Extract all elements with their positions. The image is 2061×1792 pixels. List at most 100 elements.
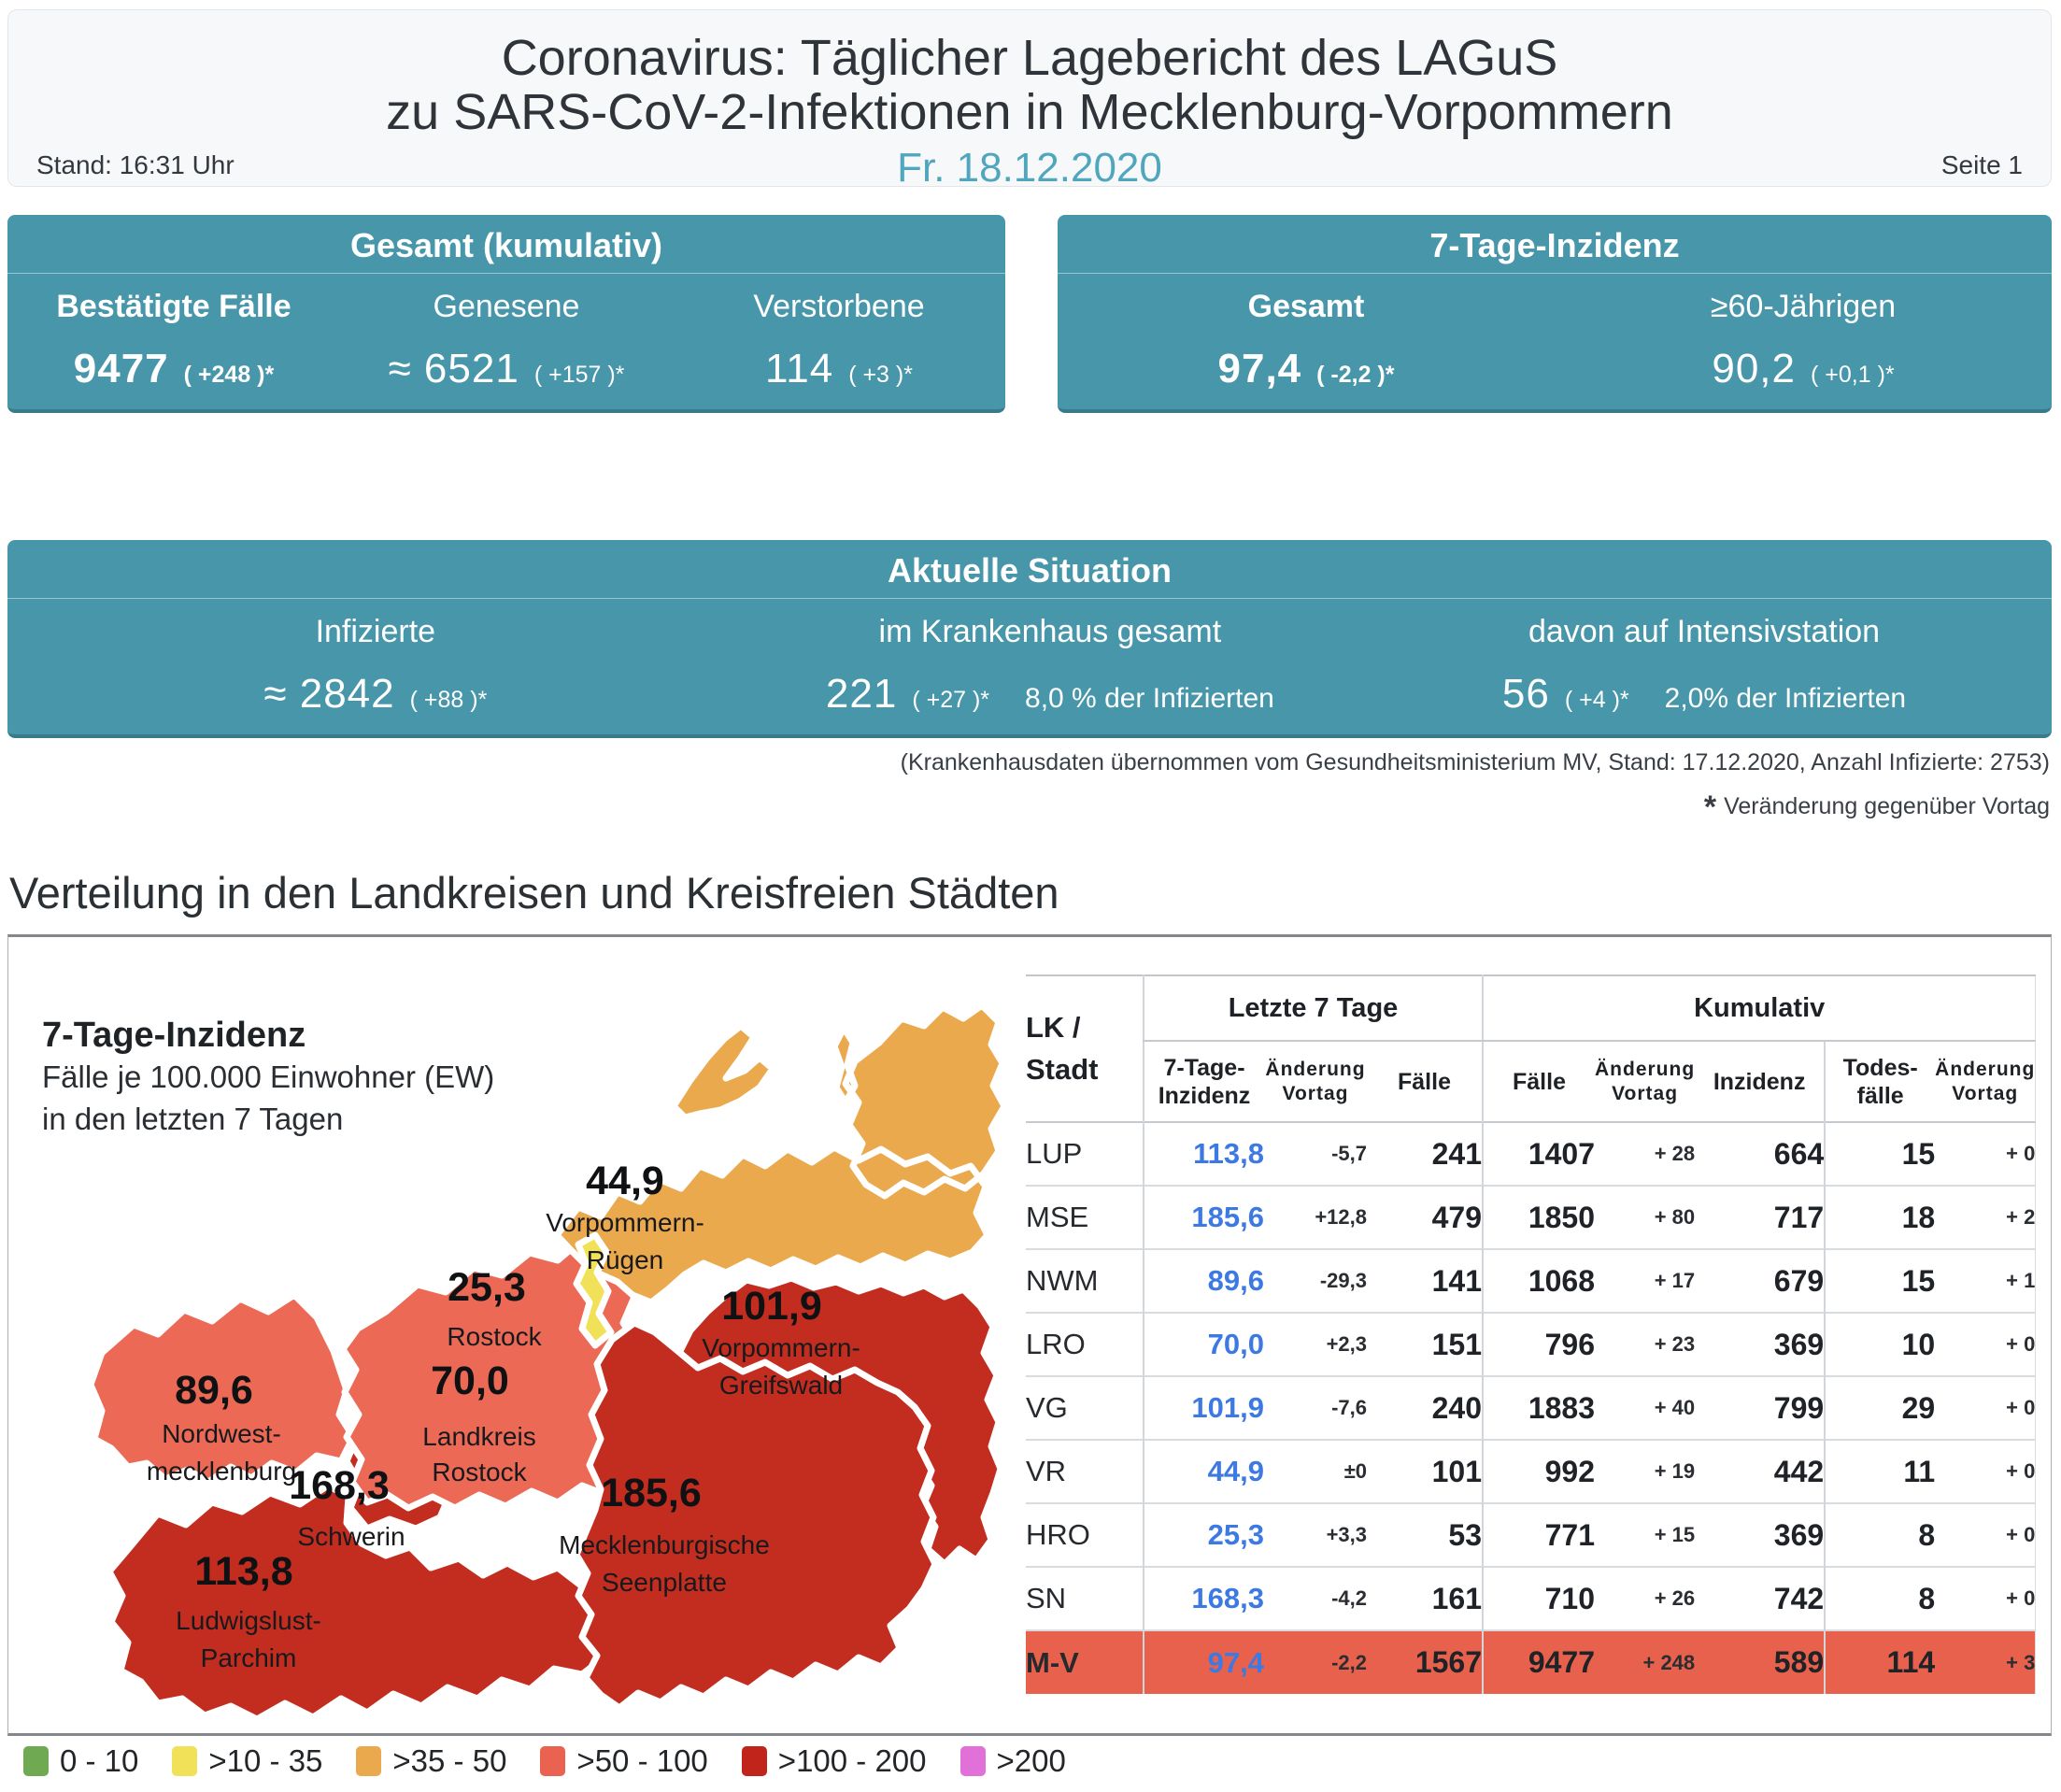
stat-value: 90,2: [1712, 346, 1796, 391]
subheader-line: Todes-: [1842, 1054, 1918, 1081]
stat-inzidenz-gesamt: Gesamt 97,4 ( -2,2 )*: [1058, 274, 1555, 392]
corner-line1: LK /: [1026, 1010, 1081, 1044]
legend-item-6: >200: [959, 1743, 1066, 1779]
cell-f7: 53: [1367, 1502, 1483, 1567]
cell-kf: 9477: [1482, 1629, 1595, 1694]
column-group-letzte-7-tage: Letzte 7 Tage: [1143, 975, 1483, 1042]
stat-label: Infizierte: [315, 614, 436, 649]
cell-tchg: + 1: [1935, 1248, 2036, 1313]
cell-f7: 241: [1367, 1121, 1483, 1186]
legend-item-5: >100 - 200: [741, 1743, 927, 1779]
legend-swatch: [959, 1746, 986, 1776]
cell-chg7: ±0: [1264, 1439, 1367, 1503]
map-name-nordwestmecklenburg-line1: Nordwest-: [162, 1419, 281, 1448]
cell-f7: 161: [1367, 1566, 1483, 1630]
stat-value: 221: [825, 671, 898, 717]
card-inzidenz-body: Gesamt 97,4 ( -2,2 )* ≥60-Jährigen 90,2 …: [1058, 274, 2052, 392]
stat-bestaetigte-faelle: Bestätigte Fälle 9477 ( +248 )*: [7, 274, 340, 392]
choropleth-map-mecklenburg-vorpommern: 89,6 Nordwest-mecklenburg 113,8 Ludwigslust…: [87, 1002, 1008, 1723]
legend-swatch: [356, 1746, 382, 1776]
map-region-vorpommern-ruegen: [553, 1002, 1008, 1306]
cell-tod: 8: [1824, 1502, 1936, 1567]
asterisk-symbol: *: [1703, 789, 1717, 825]
cell-chg7: -29,3: [1264, 1248, 1367, 1313]
card-gesamt-body: Bestätigte Fälle 9477 ( +248 )* Genesene…: [7, 274, 1005, 392]
cell-tchg: + 2: [1935, 1185, 2036, 1249]
cell-tchg: + 0: [1935, 1312, 2036, 1376]
map-name-vorpommern-greifswald-line1: Vorpommern-: [702, 1333, 860, 1362]
table-row-LUP: LUP 113,8 -5,7 241 1407 + 28 664 15 + 0: [1026, 1121, 2036, 1186]
map-name-vorpommern-greifswald-line2: Greifswald: [719, 1371, 843, 1400]
cell-lk: VG: [1026, 1375, 1144, 1440]
stat-label: ≥60-Jährigen: [1710, 289, 1897, 324]
map-region-ludwigslust-parchim: [106, 1482, 610, 1723]
subheader-line: fälle: [1856, 1082, 1904, 1109]
card-aktuelle-situation: Aktuelle Situation Infizierte ≈ 2842 ( +…: [7, 540, 2052, 738]
stat-share: 8,0 % der Infizierten: [1025, 683, 1274, 714]
column-header-inzidenz-kum: Inzidenz: [1713, 1068, 1806, 1095]
card-situation-title: Aktuelle Situation: [7, 540, 2052, 599]
cell-inz7: 113,8: [1143, 1121, 1264, 1186]
map-name-nordwestmecklenburg-line2: mecklenburg: [147, 1457, 296, 1486]
map-name-vorpommern-ruegen-line1: Vorpommern-: [546, 1208, 704, 1237]
column-header-7-tage-inzidenz: 7-Tage- Inzidenz: [1143, 1041, 1264, 1122]
cell-kf: 1407: [1482, 1121, 1595, 1186]
cell-inz7: 97,4: [1143, 1629, 1264, 1694]
map-value-rostock-stadt: 25,3: [448, 1265, 526, 1310]
cell-kf: 992: [1482, 1439, 1595, 1503]
map-legend: 0 - 10 >10 - 35 >35 - 50 >50 - 100 >100 - 20…: [23, 1743, 1066, 1779]
cell-tod: 15: [1824, 1121, 1936, 1186]
cell-kinz: 742: [1695, 1566, 1826, 1630]
distribution-panel: 89,6 Nordwest-mecklenburg 113,8 Ludwigslust…: [7, 934, 2052, 1736]
cell-lk: SN: [1026, 1566, 1144, 1630]
cell-tod: 11: [1824, 1439, 1936, 1503]
stat-label: Bestätigte Fälle: [56, 289, 291, 324]
subheader-line: 7-Tage-: [1163, 1054, 1245, 1081]
stat-infizierte: Infizierte ≈ 2842 ( +88 )*: [7, 599, 744, 718]
map-value-vorpommern-ruegen: 44,9: [586, 1159, 664, 1203]
table-row-MSE: MSE 185,6 +12,8 479 1850 + 80 717 18 + 2: [1026, 1185, 2036, 1249]
stat-delta: ( +4 )*: [1564, 687, 1629, 713]
cell-f7: 101: [1367, 1439, 1483, 1503]
stat-label: Verstorbene: [753, 289, 925, 324]
cell-f7: 141: [1367, 1248, 1483, 1313]
column-header-aenderung-vortag-tod: Änderung Vortag: [1935, 1041, 2036, 1122]
map-value-mecklenburgische-seenplatte: 185,6: [601, 1471, 702, 1515]
stat-value: ≈ 6521: [388, 346, 519, 391]
cell-chg7: +12,8: [1264, 1185, 1367, 1249]
cell-kchg: + 15: [1595, 1502, 1696, 1567]
cell-kchg: + 40: [1595, 1375, 1696, 1440]
footnote-hospital-data: (Krankenhausdaten übernommen vom Gesundh…: [900, 749, 2050, 775]
cell-lk: MSE: [1026, 1185, 1144, 1249]
legend-label: >100 - 200: [777, 1743, 927, 1778]
legend-item-2: >10 - 35: [172, 1743, 322, 1779]
stat-verstorbene: Verstorbene 114 ( +3 )*: [673, 274, 1005, 392]
map-header: 7-Tage-Inzidenz Fälle je 100.000 Einwohn…: [42, 1016, 752, 1140]
card-7-tage-inzidenz: 7-Tage-Inzidenz Gesamt 97,4 ( -2,2 )* ≥6…: [1058, 215, 2052, 413]
subheader-line: Vortag: [1612, 1082, 1679, 1104]
card-situation-body: Infizierte ≈ 2842 ( +88 )* im Krankenhau…: [7, 599, 2052, 718]
page-title-line1: Coronavirus: Täglicher Lagebericht des L…: [501, 30, 1558, 86]
map-name-landkreis-rostock-line1: Landkreis: [422, 1422, 535, 1451]
table-row-HRO: HRO 25,3 +3,3 53 771 + 15 369 8 + 0: [1026, 1502, 2036, 1567]
stat-delta: ( +0,1 )*: [1811, 362, 1895, 388]
cell-tchg: + 3: [1935, 1629, 2036, 1694]
legend-item-3: >35 - 50: [356, 1743, 506, 1779]
map-name-mecklenburgische-seenplatte-line2: Seenplatte: [602, 1568, 727, 1597]
table-row-VG: VG 101,9 -7,6 240 1883 + 40 799 29 + 0: [1026, 1375, 2036, 1440]
legend-swatch: [540, 1746, 566, 1776]
stat-label: im Krankenhaus gesamt: [878, 614, 1222, 649]
cell-tod: 10: [1824, 1312, 1936, 1376]
table-row-VR: VR 44,9 ±0 101 992 + 19 442 11 + 0: [1026, 1439, 2036, 1503]
subheader-line: Vortag: [1282, 1082, 1349, 1104]
subheader-line: Änderung: [1935, 1059, 2036, 1081]
map-name-vorpommern-ruegen-line2: Rügen: [587, 1245, 664, 1274]
cell-kinz: 442: [1695, 1439, 1826, 1503]
legend-swatch: [172, 1746, 198, 1776]
cell-kchg: + 17: [1595, 1248, 1696, 1313]
map-value-landkreis-rostock: 70,0: [431, 1358, 509, 1403]
cell-inz7: 25,3: [1143, 1502, 1264, 1567]
subheader-line: Änderung: [1265, 1059, 1366, 1081]
cell-tod: 18: [1824, 1185, 1936, 1249]
